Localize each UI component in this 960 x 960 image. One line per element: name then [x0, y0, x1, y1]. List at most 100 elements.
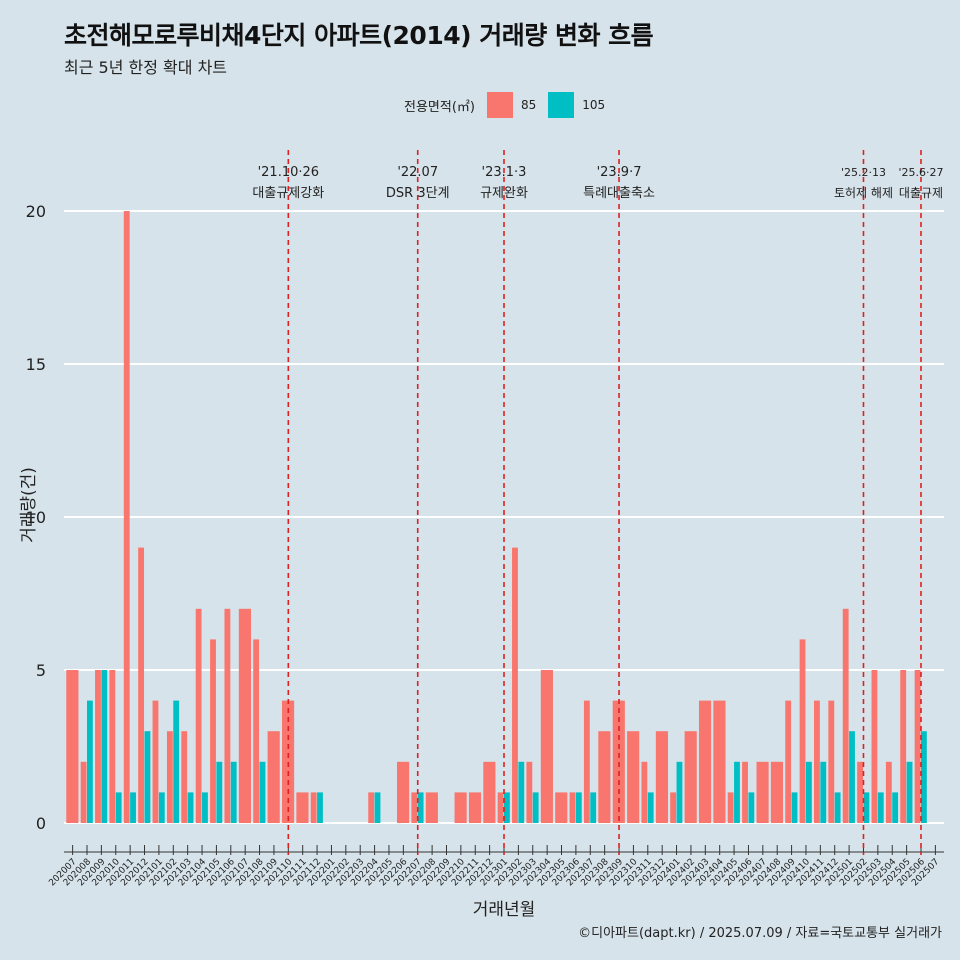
event-date-202502: '25.2·13 [841, 166, 886, 179]
bar-105-202106 [230, 761, 237, 823]
event-label-202110: 대출규제강화 [252, 186, 324, 201]
bar-105-202411 [820, 761, 827, 823]
bar-105-202502 [863, 792, 870, 823]
bar-85-202401 [670, 792, 677, 823]
bar-85-202103 [181, 731, 188, 823]
x-axis-title: 거래년월 [473, 900, 536, 920]
chart-caption: ©디아파트(dapt.kr) / 2025.07.09 / 자료=국토교통부 실… [578, 926, 942, 941]
event-label-202502: 토허제 해제 [834, 186, 893, 200]
bar-85-202302 [512, 547, 518, 823]
bar-85-202312 [655, 731, 668, 823]
bar-85-202111 [296, 792, 309, 823]
bar-85-202301 [497, 792, 504, 823]
bar-105-202104 [202, 792, 208, 823]
bar-105-202506 [920, 731, 927, 823]
bar-105-202412 [834, 792, 841, 823]
bar-105-202401 [676, 761, 683, 823]
y-tick-label-10: 10 [26, 508, 46, 527]
bar-85-202207 [411, 792, 418, 823]
legend-label-85: 85 [520, 98, 537, 112]
legend-item-85: 85 [486, 92, 537, 118]
bar-85-202402 [684, 731, 697, 823]
bar-105-202204 [374, 792, 381, 823]
bar-85-202010 [109, 670, 116, 823]
bar-105-202504 [892, 792, 899, 823]
bar-105-202105 [216, 761, 223, 823]
bar-105-202112 [317, 792, 323, 823]
bar-85-202109 [267, 731, 280, 823]
bar-85-202206 [397, 761, 410, 823]
bar-105-202311 [647, 792, 654, 823]
bar-105-202306 [575, 792, 582, 823]
event-label-202301: 규제완화 [480, 186, 528, 201]
bar-105-202405 [734, 761, 740, 823]
bar-85-202012 [138, 547, 145, 823]
legend: 전용면적(㎡) 85 105 [404, 92, 605, 118]
chart-title: 초전해모로루비채4단지 아파트(2014) 거래량 변화 흐름 [64, 21, 654, 50]
bar-85-202409 [785, 700, 792, 823]
event-date-202301: '23.1·3 [482, 165, 527, 180]
bar-85-202102 [166, 731, 173, 823]
bar-105-202108 [259, 761, 266, 823]
event-label-202506: 대출규제 [899, 186, 943, 200]
bar-85-202106 [224, 608, 231, 823]
bar-105-202307 [590, 792, 597, 823]
bar-85-202304 [540, 670, 553, 823]
bar-85-202309 [612, 700, 625, 823]
bar-85-202306 [569, 792, 576, 823]
chart-subtitle: 최근 5년 한정 확대 차트 [64, 58, 228, 77]
bar-85-202009 [95, 670, 101, 823]
bar-85-202310 [627, 731, 640, 823]
bar-85-202311 [641, 761, 648, 823]
bar-85-202506 [914, 670, 921, 823]
bar-85-202011 [123, 211, 130, 823]
bar-85-202307 [583, 700, 590, 823]
legend-title: 전용면적(㎡) [404, 99, 475, 115]
event-label-202207: DSR 3단계 [386, 186, 450, 201]
bar-105-202101 [158, 792, 165, 823]
bar-105-202102 [173, 700, 180, 823]
bar-85-202501 [842, 608, 849, 823]
bar-85-202408 [770, 761, 784, 823]
y-tick-label-5: 5 [36, 661, 46, 680]
bar-105-202207 [417, 792, 424, 823]
bar-105-202406 [748, 792, 755, 823]
bar-85-202405 [727, 792, 734, 823]
bar-85-202412 [828, 700, 835, 823]
bar-85-202210 [454, 792, 467, 823]
event-label-202309: 특례대출축소 [583, 186, 655, 201]
bar-85-202007 [66, 670, 79, 823]
bar-85-202008 [80, 761, 87, 823]
bar-85-202403 [698, 700, 712, 823]
bar-85-202110 [281, 700, 295, 823]
event-date-202110: '21.10·26 [258, 165, 319, 180]
y-axis-title: 거래량(건) [19, 467, 39, 543]
bar-85-202212 [483, 761, 496, 823]
bar-105-202010 [115, 792, 122, 823]
bar-85-202503 [871, 670, 878, 823]
bar-85-202303 [526, 761, 533, 823]
bar-105-202501 [849, 731, 855, 823]
bar-105-202011 [130, 792, 136, 823]
bar-105-202012 [144, 731, 151, 823]
bar-85-202505 [900, 670, 907, 823]
bar-85-202404 [713, 700, 726, 823]
bar-85-202407 [756, 761, 769, 823]
bar-85-202112 [310, 792, 317, 823]
bar-85-202104 [195, 608, 202, 823]
bar-85-202211 [468, 792, 482, 823]
event-date-202207: '22.07 [397, 165, 438, 180]
bar-105-202505 [906, 761, 913, 823]
legend-swatch-105 [548, 92, 575, 118]
bar-85-202108 [253, 639, 260, 823]
y-tick-label-0: 0 [36, 814, 46, 833]
bar-105-202009 [101, 670, 108, 823]
event-date-202506: '25.6·27 [898, 166, 943, 179]
bar-85-202107 [238, 608, 252, 823]
bar-85-202305 [555, 792, 568, 823]
legend-label-105: 105 [582, 98, 606, 112]
bar-105-202301 [504, 792, 510, 823]
bar-85-202504 [885, 761, 892, 823]
legend-item-105: 105 [548, 92, 605, 118]
